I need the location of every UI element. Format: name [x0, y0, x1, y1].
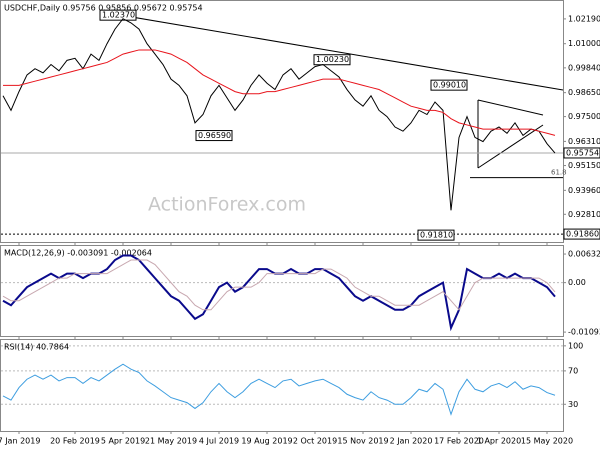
- y-tick-label: 0.00: [568, 278, 586, 287]
- price-panel: [0, 0, 564, 243]
- y-tick-label: 0.93960: [568, 186, 600, 195]
- y-tick-label: 0.96310: [568, 137, 600, 146]
- y-tick-label: 70: [568, 366, 578, 375]
- series-line: [2, 259, 556, 311]
- level-label: 0.91860: [566, 230, 599, 239]
- x-tick-label: 5 Apr 2019: [101, 437, 145, 446]
- macd-panel: [0, 245, 564, 337]
- y-tick-label: -0.010939: [568, 328, 600, 337]
- level-box: [563, 147, 600, 159]
- series-line: [2, 363, 556, 416]
- trendline: [119, 14, 564, 91]
- y-tick-label: 100: [568, 341, 583, 350]
- x-tick-label: 4 Jul 2019: [199, 437, 239, 446]
- x-tick-label: 15 Nov 2019: [337, 437, 388, 446]
- triangle-bottom: [477, 124, 544, 169]
- annotation-box: [430, 79, 468, 91]
- series-line: [2, 18, 556, 211]
- rsi-panel: [0, 339, 564, 432]
- y-tick-label: 0.97500: [568, 112, 600, 121]
- x-tick-label: 7 Jan 2019: [0, 437, 40, 446]
- y-tick-label: 0.98650: [568, 88, 600, 97]
- annotation-label: 0.96590: [198, 131, 231, 140]
- y-tick-label: 0.95150: [568, 161, 600, 170]
- x-tick-label: 2 Jan 2020: [390, 437, 433, 446]
- fib-label: 61.8: [551, 169, 567, 177]
- level-label: 0.95754: [566, 148, 599, 157]
- x-tick-label: 2 Oct 2019: [293, 437, 337, 446]
- annotation-box: [195, 130, 233, 142]
- x-tick-label: 21 May 2019: [145, 437, 197, 446]
- x-tick-label: 1 Apr 2020: [477, 437, 521, 446]
- triangle-top: [477, 99, 544, 116]
- annotation-box: [313, 54, 351, 66]
- x-tick-label: 19 Aug 2019: [241, 437, 292, 446]
- y-tick-label: 1.02190: [568, 14, 600, 23]
- y-tick-label: 0.99840: [568, 63, 600, 72]
- y-tick-label: 0.006321: [568, 250, 600, 259]
- panel-title: MACD(12,26,9) -0.003091 -0.002064: [4, 249, 152, 258]
- annotation-label: 1.00230: [316, 55, 349, 64]
- y-tick-label: 1.01000: [568, 39, 600, 48]
- y-tick-label: 30: [568, 400, 578, 409]
- y-tick-label: 0.92810: [568, 210, 600, 219]
- x-tick-label: 15 May 2020: [521, 437, 573, 446]
- series-line: [3, 49, 556, 136]
- annotation-box: [417, 229, 455, 241]
- annotation-label: 1.02370: [102, 11, 135, 20]
- level-box: [563, 228, 600, 240]
- annotation-label: 0.99010: [433, 81, 466, 90]
- watermark: ActionForex.com: [148, 194, 306, 216]
- annotation-label: 0.91810: [420, 231, 453, 240]
- x-tick-label: 17 Feb 2020: [434, 437, 484, 446]
- panel-title: USDCHF,Daily 0.95756 0.95856 0.95672 0.9…: [4, 4, 203, 13]
- annotation-box: [99, 9, 137, 21]
- x-tick-label: 20 Feb 2019: [50, 437, 100, 446]
- panel-title: RSI(14) 40.7864: [4, 343, 69, 352]
